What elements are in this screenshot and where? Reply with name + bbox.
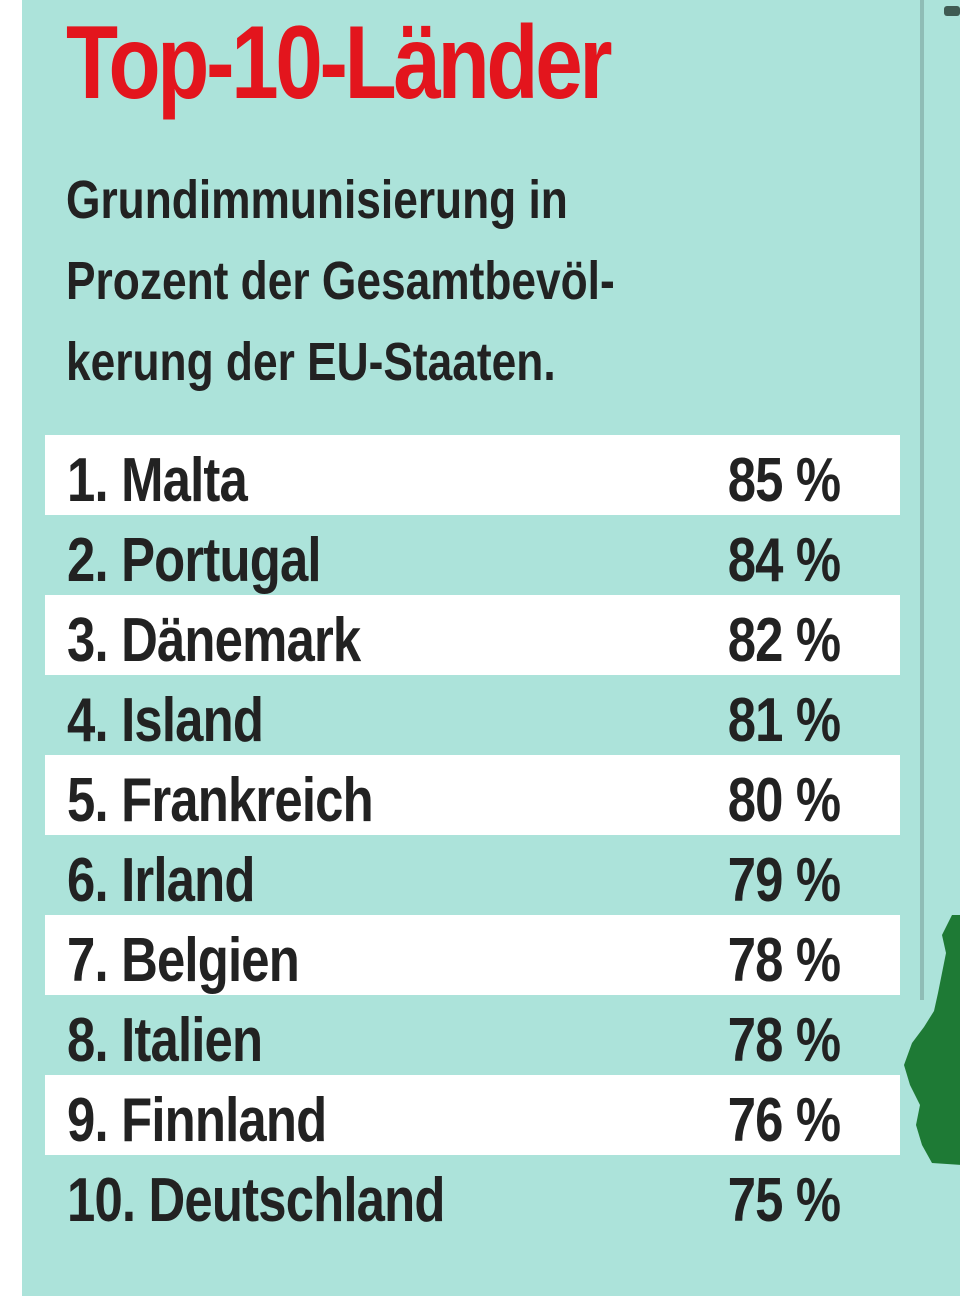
table-row: 9. Finnland 76 %	[45, 1075, 900, 1155]
row-label: 4. Island	[67, 686, 264, 755]
row-value: 75 %	[727, 1166, 840, 1235]
row-label: 6. Irland	[67, 846, 255, 915]
row-value: 78 %	[727, 1006, 840, 1075]
subtitle-line: Grundimmunisierung in	[66, 170, 568, 230]
table-row: 7. Belgien 78 %	[45, 915, 900, 995]
row-label: 8. Italien	[67, 1006, 263, 1075]
row-value: 85 %	[727, 446, 840, 515]
table-row: 1. Malta 85 %	[45, 435, 900, 515]
table-row: 4. Island 81 %	[45, 675, 900, 755]
table-row: 2. Portugal 84 %	[45, 515, 900, 595]
table-row: 5. Frankreich 80 %	[45, 755, 900, 835]
row-value: 80 %	[727, 766, 840, 835]
row-label: 9. Finnland	[67, 1086, 327, 1155]
subtitle-line: kerung der EU-Staaten.	[66, 332, 556, 392]
row-value: 76 %	[727, 1086, 840, 1155]
row-value: 84 %	[727, 526, 840, 595]
table-row: 6. Irland 79 %	[45, 835, 900, 915]
row-label: 3. Dänemark	[67, 606, 361, 675]
subtitle-line: Prozent der Gesamtbevöl-	[66, 251, 615, 311]
row-value: 79 %	[727, 846, 840, 915]
table-row: 8. Italien 78 %	[45, 995, 900, 1075]
row-label: 5. Frankreich	[67, 766, 374, 835]
row-label: 1. Malta	[67, 446, 248, 515]
column-divider	[920, 0, 924, 1000]
row-label: 2. Portugal	[67, 526, 322, 595]
row-value: 78 %	[727, 926, 840, 995]
map-fragment-icon	[904, 915, 960, 1165]
map-fragment-top	[944, 6, 960, 16]
table-row: 3. Dänemark 82 %	[45, 595, 900, 675]
table-row: 10. Deutschland 75 %	[45, 1155, 900, 1235]
ranking-table: 1. Malta 85 % 2. Portugal 84 % 3. Dänema…	[45, 435, 900, 1235]
infobox-title: Top-10-Länder	[66, 5, 613, 121]
infobox-subtitle: Grundimmunisierung in Prozent der Gesamt…	[66, 160, 804, 403]
row-value: 81 %	[727, 686, 840, 755]
row-value: 82 %	[727, 606, 840, 675]
row-label: 7. Belgien	[67, 926, 300, 995]
row-label: 10. Deutschland	[67, 1166, 445, 1235]
